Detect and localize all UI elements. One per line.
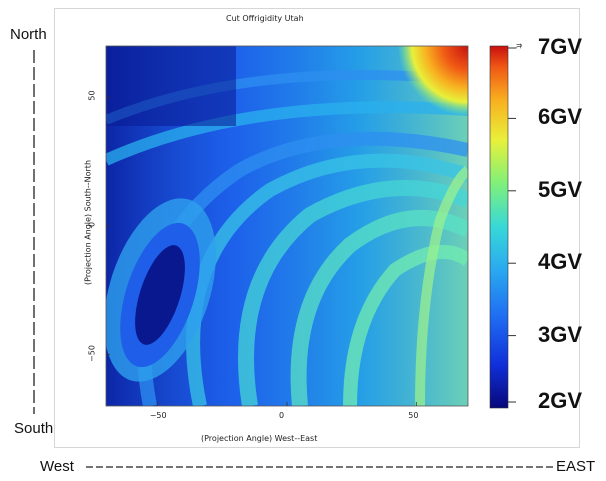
colorbar-ticks bbox=[508, 47, 516, 403]
colorbar-label-3: 4GV bbox=[538, 249, 583, 275]
axis-ticks bbox=[106, 97, 417, 406]
colorbar-label-4: 3GV bbox=[538, 321, 583, 347]
y-tick-label-0: −50 bbox=[87, 344, 97, 362]
x-axis-label: (Projection Angle) West--East bbox=[201, 434, 318, 443]
x-tick-label-1: 0 bbox=[279, 411, 285, 420]
colorbar-top-tick-text: ft bbox=[514, 43, 523, 49]
south-label: South bbox=[14, 420, 54, 437]
north-label: North bbox=[10, 26, 47, 43]
contour-band-7 bbox=[415, 166, 468, 406]
colorbar-label-2: 5GV bbox=[538, 176, 583, 202]
x-tick-label-0: −50 bbox=[149, 411, 167, 420]
northwest-low-region bbox=[106, 46, 236, 126]
y-tick-label-2: 50 bbox=[87, 90, 97, 102]
contour-band-4 bbox=[238, 180, 468, 406]
colorbar-label-5: 2GV bbox=[538, 388, 583, 413]
colorbar-label-0: 7GV bbox=[538, 34, 583, 59]
x-tick-label-2: 50 bbox=[408, 411, 419, 420]
contour-band-6 bbox=[343, 245, 468, 406]
heatmap-field bbox=[106, 46, 468, 406]
chart-title: Cut Offrigidity Utah bbox=[226, 14, 304, 23]
colorbar bbox=[489, 45, 509, 409]
west-label: West bbox=[40, 458, 74, 475]
contour-band-5 bbox=[290, 210, 468, 406]
colorbar-label-1: 6GV bbox=[538, 104, 583, 130]
y-tick-label-1: 0 bbox=[87, 221, 97, 228]
east-label: EAST bbox=[556, 458, 596, 475]
low-rigidity-core bbox=[135, 245, 185, 345]
